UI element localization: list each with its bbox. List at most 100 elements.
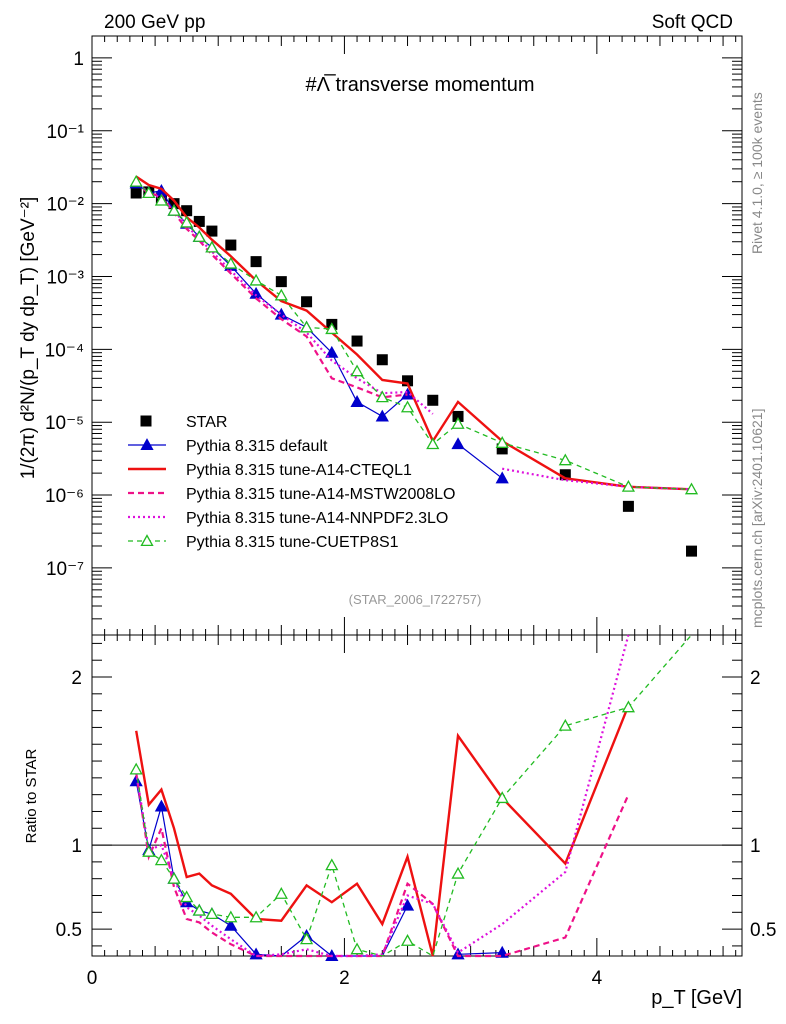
series-marker [299, 320, 314, 333]
series-marker [129, 762, 143, 775]
series-marker [495, 436, 509, 448]
series-marker [325, 345, 339, 358]
y-tick-label: 10⁻⁵ [45, 413, 84, 434]
series-marker [684, 482, 699, 495]
star-data-point [301, 296, 313, 308]
star-data-point [193, 215, 205, 227]
series-marker [205, 907, 219, 920]
series-marker [180, 890, 194, 903]
series-marker [325, 858, 339, 871]
star-data-point [206, 225, 218, 237]
ratio-y-tick-label: 1 [71, 836, 82, 857]
main-axis-ticks: 10⁻⁷ 10⁻⁶ 10⁻⁵ 10⁻⁴ 10⁻³ 10⁻² 10⁻¹ 1 [45, 35, 742, 635]
legend-label: STAR [186, 414, 227, 431]
y-tick-label: 10⁻⁶ [45, 486, 84, 507]
legend-label: Pythia 8.315 tune-CUETP8S1 [186, 534, 399, 551]
series-line [135, 634, 692, 957]
series-line [135, 175, 692, 491]
series-marker [495, 471, 509, 484]
series-line [135, 772, 630, 958]
series-line [135, 705, 630, 957]
series-marker [205, 240, 219, 253]
y-tick-label: 10⁻⁴ [45, 340, 84, 361]
legend-label: Pythia 8.315 tune-A14-NNPDF2.3LO [186, 510, 448, 527]
legend-label: Pythia 8.315 tune-A14-CTEQL1 [186, 462, 412, 479]
series-marker [621, 479, 636, 492]
series-marker [558, 718, 572, 731]
legend-label: Pythia 8.315 tune-A14-MSTW2008LO [186, 486, 455, 503]
series-marker [375, 390, 389, 403]
series-marker [129, 174, 143, 187]
star-data-point [452, 410, 464, 422]
ratio-plot-frame [91, 634, 743, 957]
series-line [135, 634, 630, 958]
series-marker [224, 918, 238, 931]
mcplots-label: mcplots.cern.ch [arXiv:2401.10621] [749, 409, 765, 628]
series-marker [192, 903, 206, 916]
series-marker [350, 364, 364, 377]
ratio-series-group [129, 634, 692, 962]
series-marker [249, 910, 263, 923]
series-marker [249, 273, 263, 286]
series-marker [350, 942, 364, 955]
series-marker [224, 910, 238, 923]
star-data-point [622, 500, 634, 512]
series-marker [154, 799, 169, 812]
star-data-point [376, 354, 388, 366]
series-marker [192, 230, 206, 242]
header-category-label: Soft QCD [652, 12, 733, 33]
series-marker [154, 193, 169, 206]
y-tick-label: 10⁻² [47, 195, 85, 216]
star-data-point [351, 335, 363, 347]
series-marker [167, 871, 181, 884]
series-marker [400, 898, 415, 911]
star-data-point [168, 198, 180, 210]
ratio-y-tick-label-right: 0.5 [750, 920, 776, 941]
series-marker [375, 409, 389, 422]
star-data-point [427, 394, 439, 406]
series-marker [350, 395, 364, 407]
series-marker [400, 934, 415, 946]
analysis-watermark: (STAR_2006_I722757) [349, 592, 482, 607]
series-marker [400, 400, 415, 413]
ratio-axis-ticks: 0.5 0.5 1 1 2 2 0 2 4 [56, 635, 776, 989]
series-marker [426, 437, 440, 450]
star-data-point [275, 276, 287, 288]
y-tick-label: 1 [73, 49, 84, 70]
series-marker [558, 453, 572, 466]
series-marker [274, 307, 288, 320]
rivet-version-label: Rivet 4.1.0, ≥ 100k events [749, 92, 765, 254]
legend-marker [140, 415, 152, 427]
series-marker [274, 886, 288, 899]
series-marker [224, 256, 238, 269]
star-data-point [559, 469, 571, 481]
series-marker [621, 700, 636, 713]
series-marker [299, 932, 314, 945]
x-axis-label: p_T [GeV] [651, 987, 742, 1009]
x-tick-label: 4 [592, 968, 603, 989]
star-data-point [225, 239, 237, 251]
legend-marker [140, 438, 154, 451]
legend-marker [140, 534, 154, 547]
legend: STAR Pythia 8.315 default Pythia 8.315 tun… [128, 414, 455, 551]
main-series-group [129, 174, 699, 557]
star-data-point [686, 545, 698, 557]
ratio-y-tick-label: 2 [71, 668, 82, 689]
y-tick-label: 10⁻⁷ [46, 559, 84, 580]
series-marker [325, 322, 339, 335]
x-tick-label: 2 [339, 968, 350, 989]
series-marker [142, 186, 156, 199]
series-marker [451, 416, 465, 429]
series-marker [167, 203, 181, 216]
series-marker [154, 853, 169, 866]
x-tick-label: 0 [87, 968, 98, 989]
series-marker [142, 844, 156, 857]
main-y-axis-label: 1/(2π) d²N/(p_T dy dp_T) [GeV⁻²] [18, 197, 39, 480]
series-marker [451, 437, 465, 450]
star-data-point [181, 205, 193, 217]
y-tick-label: 10⁻¹ [47, 122, 85, 143]
series-marker [495, 791, 509, 804]
series-marker [180, 215, 194, 228]
star-data-point [496, 443, 508, 455]
